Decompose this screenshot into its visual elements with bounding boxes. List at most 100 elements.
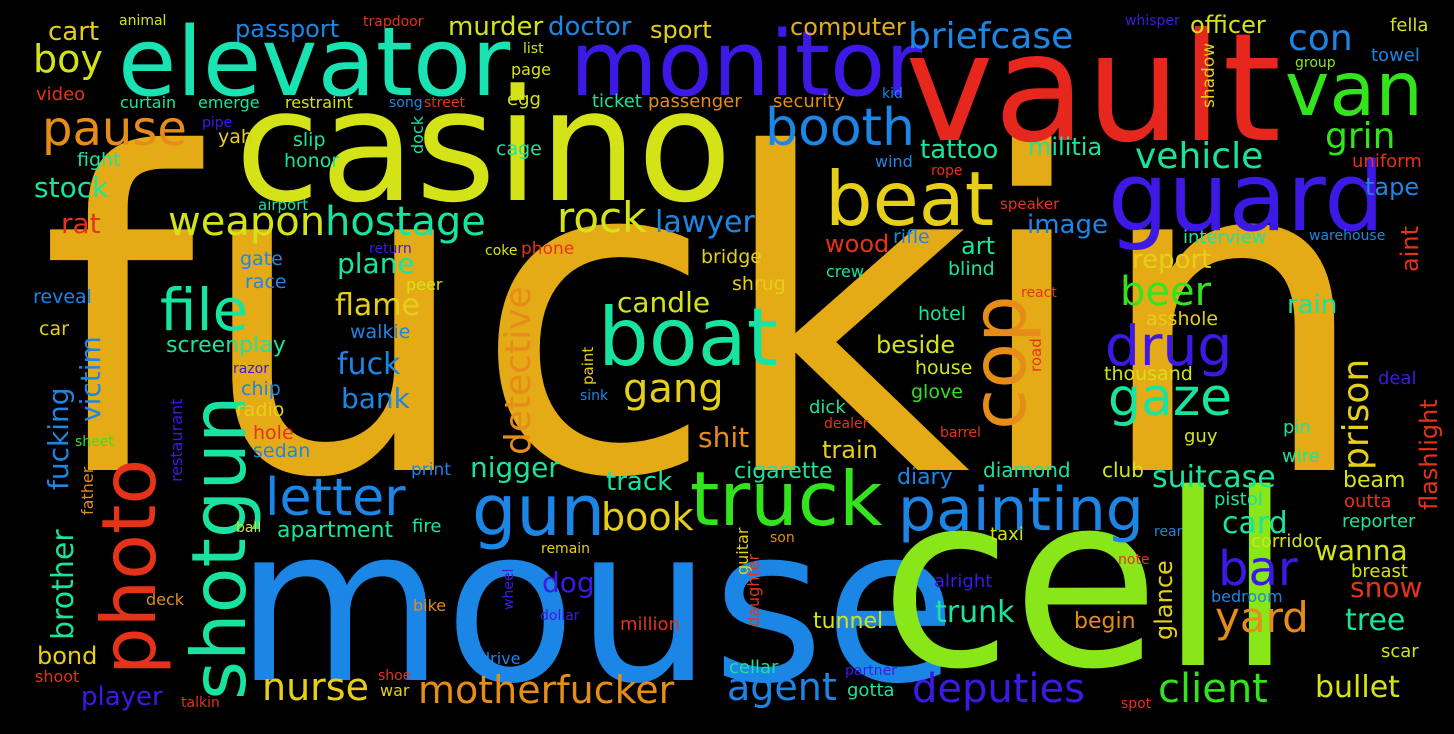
word-bar: bar xyxy=(1218,541,1298,597)
word-rope: rope xyxy=(931,163,963,179)
word-apartment: apartment xyxy=(277,518,394,543)
word-deal: deal xyxy=(1378,368,1417,389)
word-phone: phone xyxy=(521,239,574,259)
word-tape: tape xyxy=(1365,173,1419,201)
word-page: page xyxy=(511,60,551,79)
word-chip: chip xyxy=(241,378,281,400)
word-note: note xyxy=(1118,552,1150,568)
word-officer: officer xyxy=(1190,11,1266,39)
word-daughter: daughter xyxy=(744,553,763,627)
word-slip: slip xyxy=(293,129,326,151)
word-wheel: wheel xyxy=(501,569,517,610)
word-rock: rock xyxy=(557,193,647,242)
word-doctor: doctor xyxy=(548,12,632,42)
word-fire: fire xyxy=(412,516,441,537)
word-guitar: guitar xyxy=(733,527,752,575)
word-song: song xyxy=(389,95,423,111)
word-crew: crew xyxy=(826,262,864,281)
word-prison: prison xyxy=(1336,359,1377,470)
word-casino: casino xyxy=(235,56,732,237)
word-report: report xyxy=(1132,245,1211,275)
word-con: con xyxy=(1288,18,1353,59)
word-suitcase: suitcase xyxy=(1152,460,1276,495)
word-boat: boat xyxy=(598,291,778,384)
word-dock: dock xyxy=(408,115,427,154)
word-breast: breast xyxy=(1351,561,1408,582)
word-taxi: taxi xyxy=(990,524,1024,545)
word-dog: dog xyxy=(542,566,595,599)
word-motherfucker: motherfucker xyxy=(418,668,675,712)
word-ticket: ticket xyxy=(592,91,642,112)
word-walkie: walkie xyxy=(350,321,410,343)
word-rat: rat xyxy=(61,207,101,240)
word-fucking: fucking xyxy=(42,387,75,490)
word-gate: gate xyxy=(240,248,283,270)
word-car: car xyxy=(39,318,69,340)
word-boy: boy xyxy=(33,37,103,81)
word-truck: truck xyxy=(690,455,883,543)
word-beside: beside xyxy=(876,331,955,359)
word-peer: peer xyxy=(406,275,443,294)
word-corridor: corridor xyxy=(1251,531,1322,552)
word-pistol: pistol xyxy=(1214,489,1263,510)
word-list: list xyxy=(523,41,544,57)
word-egg: egg xyxy=(507,89,541,110)
word-hostage: hostage xyxy=(325,199,486,245)
word-beer: beer xyxy=(1120,269,1212,315)
word-gaze: gaze xyxy=(1108,368,1232,428)
word-wanna: wanna xyxy=(1315,534,1408,567)
word-kid: kid xyxy=(882,86,903,102)
word-animal: animal xyxy=(119,13,166,29)
word-ball: ball xyxy=(236,520,261,536)
word-speaker: speaker xyxy=(1000,195,1060,213)
word-shrug: shrug xyxy=(732,273,786,295)
word-whisper: whisper xyxy=(1125,13,1180,29)
word-honor: honor xyxy=(284,150,339,172)
word-shoe: shoe xyxy=(378,668,411,684)
word-warehouse: warehouse xyxy=(1309,228,1385,244)
word-weapon: weapon xyxy=(168,199,325,245)
word-bedroom: bedroom xyxy=(1211,587,1283,606)
word-curtain: curtain xyxy=(120,93,176,112)
word-react: react xyxy=(1021,285,1057,301)
word-video: video xyxy=(36,84,85,105)
word-client: client xyxy=(1158,666,1268,712)
word-shoot: shoot xyxy=(35,667,79,686)
word-fight: fight xyxy=(77,149,121,171)
word-dealer: dealer xyxy=(824,416,869,432)
word-trunk: trunk xyxy=(935,595,1015,630)
word-wood: wood xyxy=(825,230,889,258)
word-painting: painting xyxy=(898,475,1144,545)
word-pause: pause xyxy=(42,101,187,157)
word-drive: drive xyxy=(480,649,521,668)
word-beat: beat xyxy=(825,155,994,243)
word-beam: beam xyxy=(1343,468,1405,493)
word-father: father xyxy=(78,466,97,515)
word-nigger: nigger xyxy=(470,451,560,484)
word-sport: sport xyxy=(650,16,712,44)
word-art: art xyxy=(961,232,995,260)
word-print: print xyxy=(411,460,451,480)
word-yah: yah xyxy=(218,126,253,148)
word-file: file xyxy=(160,276,248,344)
word-cart: cart xyxy=(48,17,99,47)
word-gun: gun xyxy=(472,470,605,552)
word-yard: yard xyxy=(1215,593,1309,642)
word-hotel: hotel xyxy=(918,303,966,325)
word-talkin: talkin xyxy=(181,695,220,711)
word-plane: plane xyxy=(337,247,415,280)
word-mouse: mouse xyxy=(235,480,957,731)
word-sheet: sheet xyxy=(75,434,114,450)
word-shit: shit xyxy=(698,421,749,454)
word-hole: hole xyxy=(253,422,294,444)
word-train: train xyxy=(822,436,878,464)
word-gotta: gotta xyxy=(847,680,895,701)
word-grin: grin xyxy=(1325,116,1395,157)
word-spot: spot xyxy=(1121,696,1152,712)
word-book: book xyxy=(601,495,694,539)
word-agent: agent xyxy=(727,665,837,709)
word-vehicle: vehicle xyxy=(1135,136,1263,177)
word-security: security xyxy=(773,91,845,112)
word-detective: detective xyxy=(498,286,539,455)
